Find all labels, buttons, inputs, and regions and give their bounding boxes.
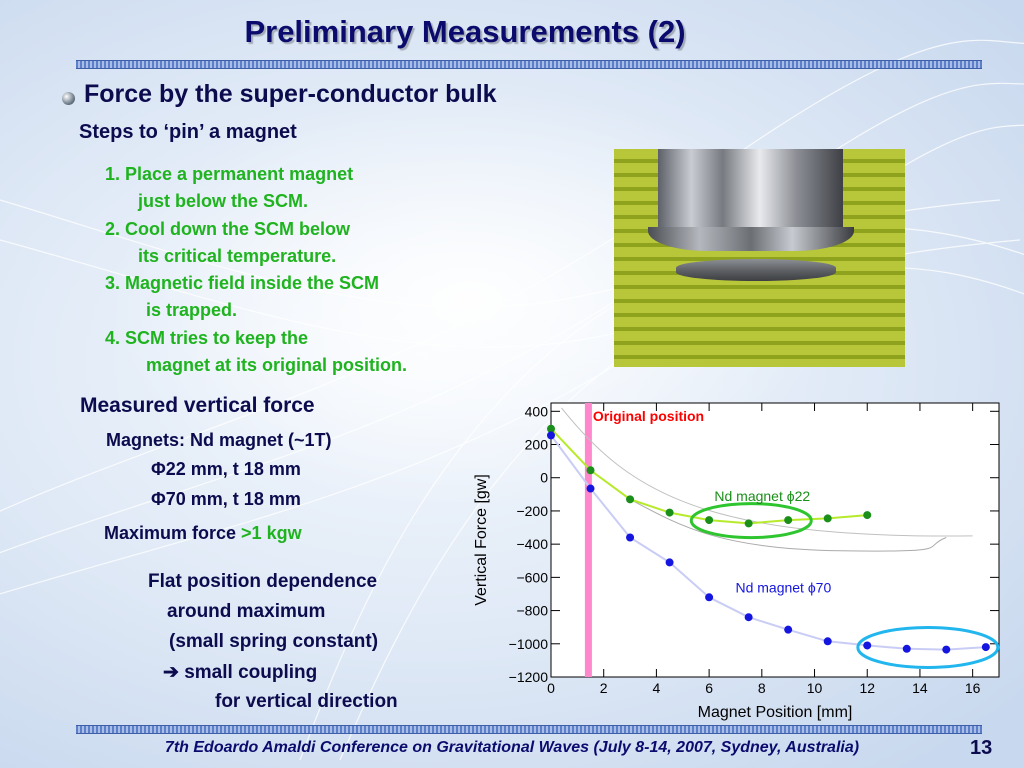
flat-region-ellipse-phi22 bbox=[689, 502, 813, 540]
plot-frame bbox=[550, 402, 1000, 678]
data-point-series-1 bbox=[705, 593, 714, 602]
step-4-cont: magnet at its original position. bbox=[146, 355, 408, 376]
measured-heading: Measured vertical force bbox=[80, 394, 315, 417]
y-tick-label: −1000 bbox=[509, 636, 549, 652]
y-tick-label: −200 bbox=[516, 503, 548, 519]
flat-line-3: (small spring constant) bbox=[169, 631, 379, 652]
y-axis-label: Vertical Force [gw] bbox=[473, 474, 490, 606]
title-divider bbox=[76, 60, 982, 69]
slide-title: Preliminary Measurements (2) bbox=[244, 14, 686, 49]
y-tick-label: −800 bbox=[516, 603, 548, 619]
original-position-label: Original position bbox=[593, 408, 704, 424]
x-tick-label: 2 bbox=[600, 680, 608, 696]
series-label-phi22: Nd magnet ϕ22 bbox=[714, 488, 810, 504]
arrow-right-icon: ➔ bbox=[163, 662, 179, 683]
footer-text: 7th Edoardo Amaldi Conference on Gravita… bbox=[164, 739, 860, 756]
step-4: 4. SCM tries to keep the bbox=[105, 327, 309, 348]
data-point-series-1 bbox=[942, 645, 951, 654]
data-point-series-0 bbox=[586, 466, 595, 475]
flat-region-ellipse-phi70 bbox=[856, 625, 1000, 669]
reference-curve bbox=[629, 498, 947, 552]
data-point-series-0 bbox=[665, 508, 674, 517]
x-tick-label: 16 bbox=[965, 680, 981, 696]
scm-cylinder-base bbox=[648, 227, 854, 251]
step-2-cont: its critical temperature. bbox=[138, 245, 337, 266]
data-point-series-1 bbox=[823, 637, 832, 646]
x-tick-label: 8 bbox=[758, 680, 766, 696]
flat-line-4-text: small coupling bbox=[184, 662, 318, 683]
step-2: 2. Cool down the SCM below bbox=[105, 218, 350, 239]
data-point-series-1 bbox=[744, 613, 753, 622]
step-1: 1. Place a permanent magnet bbox=[105, 164, 354, 184]
x-tick-label: 0 bbox=[547, 680, 555, 696]
series-label-phi70: Nd magnet ϕ70 bbox=[735, 579, 831, 595]
reference-curve bbox=[561, 407, 973, 537]
y-tick-label: −1200 bbox=[509, 669, 549, 685]
levitated-magnet-disk bbox=[676, 259, 836, 281]
series-line-1 bbox=[550, 434, 986, 651]
data-point-series-1 bbox=[626, 533, 635, 542]
x-tick-label: 10 bbox=[807, 680, 823, 696]
max-force-line: Maximum force >1 kgw bbox=[104, 523, 302, 544]
flat-line-2: around maximum bbox=[167, 601, 326, 622]
x-tick-label: 14 bbox=[912, 680, 928, 696]
data-point-series-0 bbox=[705, 516, 714, 525]
flat-line-1: Flat position dependence bbox=[148, 571, 378, 592]
bullet-icon bbox=[62, 92, 75, 105]
data-point-series-0 bbox=[547, 424, 555, 433]
page-number: 13 bbox=[970, 737, 993, 759]
x-tick-label: 4 bbox=[653, 680, 661, 696]
flat-line-5: for vertical direction bbox=[215, 691, 398, 712]
data-point-series-1 bbox=[784, 625, 793, 634]
data-point-series-1 bbox=[547, 431, 555, 440]
y-tick-label: 0 bbox=[540, 470, 548, 486]
y-tick-label: 400 bbox=[525, 403, 549, 419]
steps-list: 1. Place a permanent magnet just below t… bbox=[105, 161, 407, 379]
footer-divider bbox=[76, 725, 982, 734]
y-tick-label: −600 bbox=[516, 569, 548, 585]
y-tick-label: 200 bbox=[525, 437, 549, 453]
data-point-series-0 bbox=[863, 511, 872, 520]
data-point-series-0 bbox=[823, 514, 832, 523]
data-point-series-1 bbox=[863, 641, 872, 650]
y-tick-label: −400 bbox=[516, 536, 548, 552]
data-point-series-1 bbox=[665, 558, 674, 567]
magnet-a-spec: Φ22 mm, t 18 mm bbox=[151, 459, 301, 479]
original-position-bar bbox=[584, 403, 592, 677]
x-tick-label: 12 bbox=[859, 680, 875, 696]
magnet-b-spec: Φ70 mm, t 18 mm bbox=[151, 489, 301, 509]
data-point-series-1 bbox=[902, 644, 911, 653]
magnets-line: Magnets: Nd magnet (~1T) bbox=[106, 430, 332, 450]
max-force-value: >1 kgw bbox=[241, 523, 302, 543]
step-3-cont: is trapped. bbox=[146, 300, 238, 321]
data-point-series-1 bbox=[586, 484, 595, 493]
x-tick-label: 6 bbox=[705, 680, 713, 696]
max-force-label: Maximum force bbox=[104, 523, 242, 543]
flat-line-4: ➔ small coupling bbox=[163, 661, 317, 684]
step-1-cont: just below the SCM. bbox=[138, 191, 309, 212]
data-point-series-0 bbox=[784, 516, 793, 525]
magnet-photo bbox=[614, 149, 905, 367]
force-chart: 0 2 4 6 8 10 12 14 16 400 200 0 −200 −400 −600 −800 −100… bbox=[473, 402, 1000, 721]
data-point-series-0 bbox=[744, 519, 753, 528]
section-heading: Force by the super-conductor bulk bbox=[84, 80, 497, 108]
data-point-series-1 bbox=[981, 643, 990, 652]
step-3: 3. Magnetic field inside the SCM bbox=[105, 273, 380, 294]
x-axis-label: Magnet Position [mm] bbox=[698, 704, 853, 721]
data-point-series-0 bbox=[626, 495, 635, 504]
steps-heading: Steps to ‘pin’ a magnet bbox=[79, 121, 297, 143]
